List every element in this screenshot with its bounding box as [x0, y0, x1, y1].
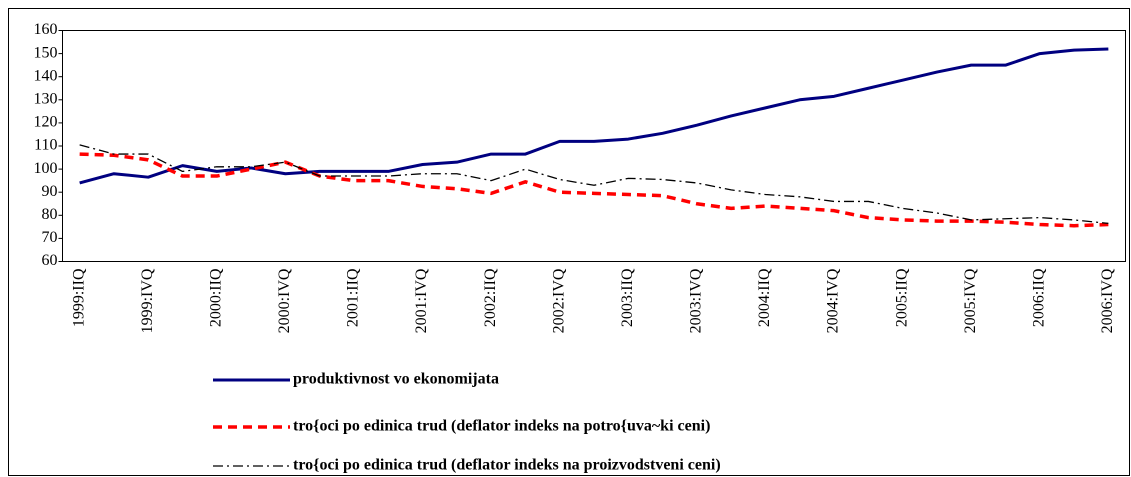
y-tick-label: 90	[42, 183, 58, 200]
legend-label: produktivnost vo ekonomijata	[293, 371, 499, 388]
y-tick-label: 100	[34, 160, 58, 177]
legend-label: tro{oci po edinica trud (deflator indeks…	[293, 457, 721, 474]
x-tick-label: 2003:IIQ	[619, 268, 636, 327]
x-tick-label: 2001:IVQ	[413, 268, 430, 333]
x-tick-label: 2004:IVQ	[825, 268, 842, 333]
x-tick-label: 2005:IIQ	[893, 268, 910, 327]
x-tick-label: 2004:IIQ	[756, 268, 773, 327]
y-tick-label: 130	[34, 90, 58, 107]
series-line	[79, 152, 1109, 228]
y-tick-label: 70	[42, 229, 58, 246]
x-tick-label: 2002:IIQ	[482, 268, 499, 327]
x-tick-label: 2003:IVQ	[688, 268, 705, 333]
x-tick-label: 2001:IIQ	[345, 268, 362, 327]
x-tick-label: 2002:IVQ	[550, 268, 567, 333]
y-tick-label: 110	[34, 137, 57, 154]
y-tick-label: 140	[34, 67, 58, 84]
y-tick-label: 80	[42, 206, 58, 223]
y-tick-label: 150	[34, 44, 58, 61]
x-tick-label: 1999:IIQ	[70, 268, 87, 327]
x-tick-label: 2006:IVQ	[1099, 268, 1116, 333]
legend-label: tro{oci po edinica trud (deflator indeks…	[293, 418, 710, 435]
series-line	[79, 144, 1109, 225]
x-tick-label: 2000:IVQ	[276, 268, 293, 333]
y-tick-label: 160	[34, 21, 58, 38]
y-tick-label: 60	[42, 252, 58, 269]
x-tick-label: 2006:IIQ	[1030, 268, 1047, 327]
y-tick-label: 120	[34, 114, 58, 131]
x-tick-label: 2000:IIQ	[207, 268, 224, 327]
x-tick-label: 2005:IVQ	[962, 268, 979, 333]
x-tick-label: 1999:IVQ	[139, 268, 156, 333]
series-line	[79, 47, 1109, 185]
